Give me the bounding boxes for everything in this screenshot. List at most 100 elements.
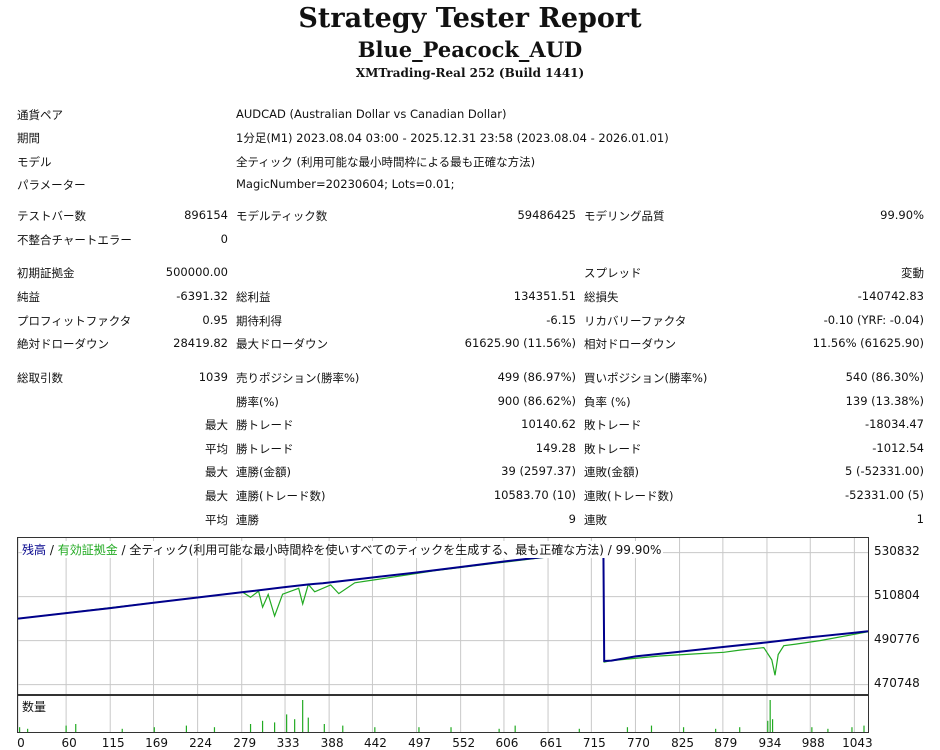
consec-losses-amount-label: 連敗(金額): [584, 465, 639, 479]
x-tick-label: 388: [320, 736, 344, 750]
consec-wins-amount-value: 39 (2597.37): [501, 464, 576, 478]
max-prefix: 最大: [205, 418, 228, 432]
avg-win-label: 勝トレード: [236, 442, 294, 456]
y-tick-label: 510804: [874, 587, 920, 602]
y-tick-label: 530832: [874, 543, 920, 558]
largest-win-label: 勝トレード: [236, 418, 294, 432]
legend-separator: /: [603, 543, 616, 557]
chart-legend: 残高 / 有効証拠金 / 全ティック(利用可能な最小時間枠を使いすべてのティック…: [22, 541, 664, 558]
avg-consec-wins-value: 9: [568, 512, 576, 526]
server-build: XMTrading-Real 252 (Build 1441): [355, 66, 585, 80]
legend-equity: 有効証拠金: [57, 543, 118, 557]
consec-losses-amount-value: 5 (-52331.00): [845, 464, 924, 478]
x-tick-label: 988: [801, 736, 825, 750]
x-tick-label: 0: [17, 736, 25, 750]
volume-title: 数量: [22, 700, 47, 714]
x-tick-label: 115: [101, 736, 125, 750]
quality-label: モデリング品質: [584, 209, 665, 223]
gross-loss-label: 総損失: [584, 290, 619, 304]
mismatch-value: 0: [220, 232, 228, 246]
avg-loss-label: 敗トレード: [584, 442, 642, 456]
expected-payoff-label: 期待利得: [236, 314, 282, 328]
max-prefix: 最大: [205, 489, 228, 503]
legend-separator: /: [117, 543, 130, 557]
legend-model: 全ティック(利用可能な最小時間枠を使いすべてのティックを生成する、最も正確な方法…: [129, 543, 604, 557]
recovery-factor-label: リカバリーファクタ: [584, 314, 687, 328]
avg-win-value: 149.28: [535, 441, 576, 455]
avg-consec-wins-label: 連勝: [236, 513, 259, 527]
consec-losses-trades-value: -52331.00 (5): [845, 488, 924, 502]
setting-label-parameters: パラメーター: [17, 178, 86, 192]
loss-rate-label: 負率 (%): [584, 395, 631, 409]
net-profit-label: 純益: [17, 290, 40, 304]
short-positions-label: 売りポジション(勝率%): [236, 371, 360, 385]
quality-value: 99.90%: [880, 208, 924, 222]
long-positions-value: 540 (86.30%): [845, 370, 924, 384]
x-tick-label: 770: [626, 736, 650, 750]
largest-loss-value: -18034.47: [864, 417, 924, 431]
profit-factor-value: 0.95: [202, 313, 228, 327]
setting-value-period: 1分足(M1) 2023.08.04 03:00 - 2025.12.31 23…: [236, 131, 669, 145]
total-trades-label: 総取引数: [17, 371, 63, 385]
win-rate-value: 900 (86.62%): [497, 394, 576, 408]
x-tick-label: 333: [276, 736, 300, 750]
abs-drawdown-value: 28419.82: [173, 336, 228, 350]
legend-balance: 残高: [22, 543, 47, 557]
y-tick-label: 490776: [874, 631, 920, 646]
ticks-label: モデルティック数: [236, 209, 328, 223]
recovery-factor-value: -0.10 (YRF: -0.04): [823, 313, 924, 327]
x-tick-label: 552: [452, 736, 476, 750]
setting-label-model: モデル: [17, 155, 52, 169]
x-tick-label: 825: [671, 736, 694, 750]
ea-name: Blue_Peacock_AUD: [357, 37, 583, 62]
setting-label-period: 期間: [17, 131, 40, 145]
x-tick-label: 279: [233, 736, 257, 750]
consec-wins-trades-value: 10583.70 (10): [493, 488, 576, 502]
mismatch-label: 不整合チャートエラー: [17, 233, 132, 247]
short-positions-value: 499 (86.97%): [497, 370, 576, 384]
volume-panel: 数量: [17, 695, 869, 733]
setting-value-model: 全ティック (利用可能な最小時間枠による最も正確な方法): [236, 155, 536, 169]
x-tick-label: 60: [61, 736, 77, 750]
win-rate-label: 勝率(%): [236, 395, 279, 409]
x-tick-label: 715: [582, 736, 606, 750]
balance-series-line: [18, 548, 868, 663]
abs-drawdown-label: 絶対ドローダウン: [17, 337, 109, 351]
gross-loss-value: -140742.83: [857, 289, 924, 303]
x-tick-label: 934: [758, 736, 782, 750]
avg-consec-losses-value: 1: [916, 512, 924, 526]
x-tick-label: 606: [495, 736, 519, 750]
loss-rate-value: 139 (13.38%): [845, 394, 924, 408]
legend-quality: 99.90%: [615, 543, 662, 557]
total-trades-value: 1039: [198, 370, 228, 384]
largest-win-value: 10140.62: [521, 417, 576, 431]
x-tick-label: 169: [145, 736, 168, 750]
setting-label-symbol: 通貨ペア: [17, 108, 63, 122]
x-tick-label: 661: [539, 736, 563, 750]
expected-payoff-value: -6.15: [546, 313, 576, 327]
bars-label: テストバー数: [17, 209, 86, 223]
rel-drawdown-value: 11.56% (61625.90): [812, 336, 924, 350]
max-drawdown-label: 最大ドローダウン: [236, 337, 328, 351]
consec-wins-trades-label: 連勝(トレード数): [236, 489, 326, 503]
spread-value: 変動: [901, 266, 924, 280]
bars-value: 896154: [184, 208, 228, 222]
balance-equity-plot: [18, 538, 868, 694]
deposit-value: 500000.00: [165, 265, 228, 279]
largest-loss-label: 敗トレード: [584, 418, 642, 432]
avg-consec-losses-label: 連敗: [584, 513, 607, 527]
x-tick-label: 497: [408, 736, 431, 750]
max-prefix: 最大: [205, 465, 228, 479]
gross-profit-value: 134351.51: [513, 289, 576, 303]
x-tick-label: 1043: [842, 736, 873, 750]
avg-prefix: 平均: [205, 513, 228, 527]
gross-profit-label: 総利益: [236, 290, 271, 304]
profit-factor-label: プロフィットファクタ: [17, 314, 132, 328]
consec-wins-amount-label: 連勝(金額): [236, 465, 291, 479]
report-title: Strategy Tester Report: [298, 3, 642, 34]
x-tick-label: 224: [189, 736, 213, 750]
x-tick-label: 879: [714, 736, 738, 750]
deposit-label: 初期証拠金: [17, 266, 75, 280]
spread-label: スプレッド: [584, 266, 642, 280]
legend-separator: /: [46, 543, 58, 557]
